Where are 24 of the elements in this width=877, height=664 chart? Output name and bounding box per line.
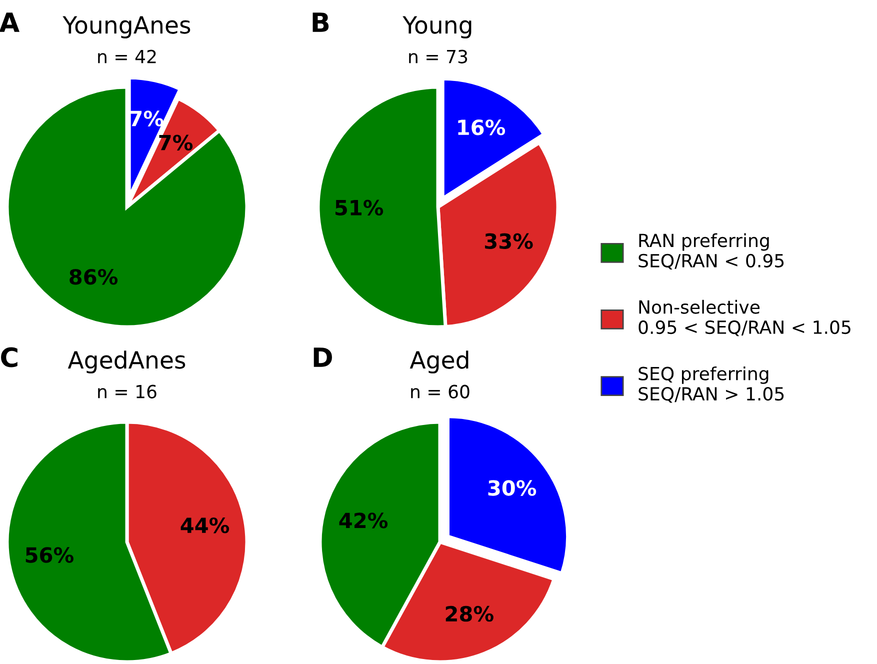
legend-label: Non-selective 0.95 < SEQ/RAN < 1.05 (638, 300, 850, 336)
chart-title: Aged (410, 350, 468, 374)
legend-label: SEQ preferring SEQ/RAN > 1.05 (638, 366, 784, 403)
data-label: 30% (488, 480, 536, 496)
chart-title: YoungAnes (62, 16, 190, 38)
text: C (1, 347, 18, 368)
chart-title: Young (402, 16, 472, 38)
data-label: 42% (339, 512, 388, 528)
text: B (312, 12, 329, 32)
data-label: 33% (485, 233, 533, 249)
chart-subtitle: n = 60 (411, 384, 470, 398)
chart-subtitle: n = 73 (409, 50, 468, 64)
data-label: 16% (458, 119, 506, 136)
data-label: 44% (180, 517, 230, 534)
legend-label: RAN preferring SEQ/RAN < 0.95 (638, 233, 784, 270)
chart-title: AgedAnes (68, 350, 186, 374)
text: D (314, 348, 332, 367)
data-label: 86% (70, 268, 118, 285)
data-label: 51% (336, 200, 384, 216)
chart-subtitle: n = 16 (98, 384, 156, 398)
data-label: 7% (159, 134, 193, 150)
data-label: 28% (446, 606, 494, 622)
data-label: 56% (26, 547, 74, 563)
chart-subtitle: n = 42 (98, 50, 156, 64)
